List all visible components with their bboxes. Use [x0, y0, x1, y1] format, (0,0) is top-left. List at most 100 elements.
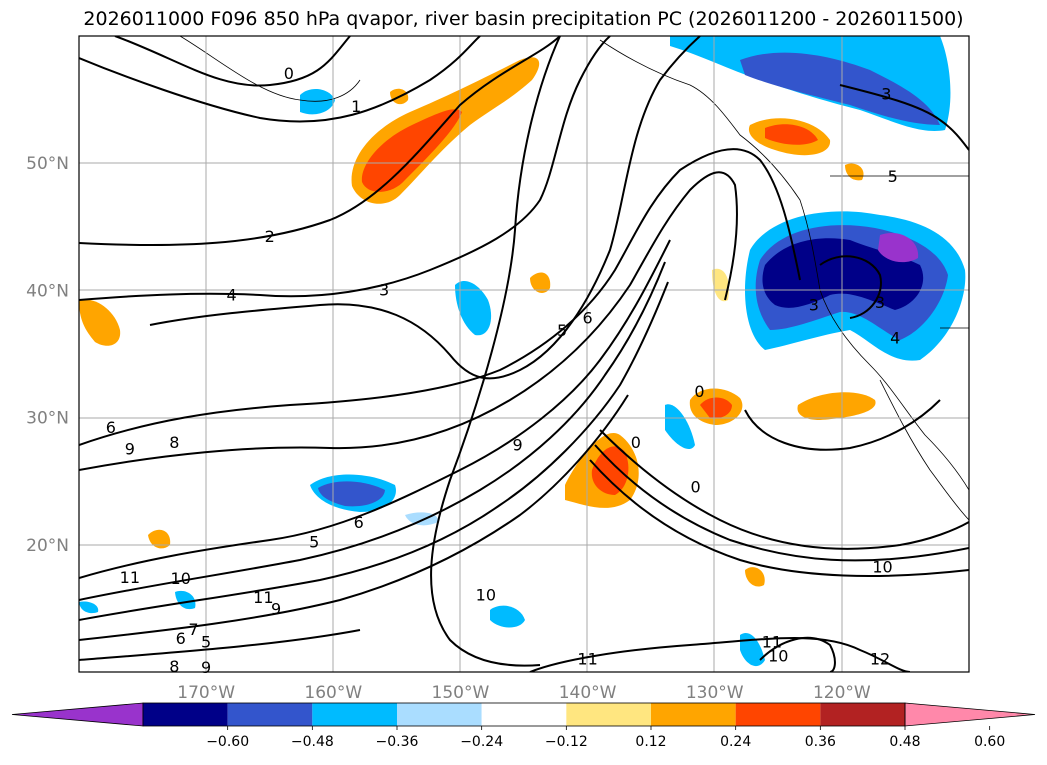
colorbar-extend-max — [904, 702, 1036, 727]
lat-tick-label: 20°N — [26, 536, 69, 556]
contour-label: 4 — [890, 329, 900, 348]
contour-label: 5 — [309, 532, 319, 551]
shade-negative-mid — [455, 280, 492, 336]
contour-line — [79, 239, 671, 579]
colorbar-tick-label: 0.24 — [720, 734, 751, 750]
contour-label: 10 — [872, 558, 892, 577]
contour-label: 0 — [631, 433, 641, 452]
colorbar-tick-label: −0.60 — [206, 734, 249, 750]
contour-label: 5 — [201, 633, 211, 652]
contour-label: 6 — [354, 513, 364, 532]
contour-line — [594, 444, 969, 562]
shade-positive-small-2 — [530, 272, 551, 293]
lon-tick-label: 150°W — [432, 683, 490, 703]
contour-label: 11 — [762, 633, 782, 652]
contour-line — [529, 637, 911, 672]
coastline-alaska — [179, 36, 361, 102]
lon-tick-label: 140°W — [559, 683, 617, 703]
shade-positive-small-5 — [712, 268, 729, 302]
contour-label: 2 — [265, 227, 275, 246]
contour-line — [79, 261, 666, 601]
shade-positive-jet-core — [591, 446, 629, 495]
contour-label: 3 — [875, 293, 885, 312]
contour-label: 0 — [691, 478, 701, 497]
contour-label: 6 — [106, 418, 116, 437]
colorbar-segment — [651, 703, 736, 726]
shade-negative-west-coast-core — [762, 238, 924, 310]
colorbar-segment — [566, 703, 651, 726]
colorbar-segment — [820, 703, 905, 726]
contour-label: 5 — [888, 167, 898, 186]
colorbar-tick-label: 0.60 — [974, 734, 1005, 750]
contour-line — [589, 459, 969, 577]
longitude-axis: 170°W 160°W 150°W 140°W 130°W 120°W — [177, 683, 871, 703]
contour-line — [839, 84, 969, 151]
shade-negative-small-3 — [490, 605, 525, 628]
gridlines — [79, 36, 969, 672]
contour-label: 10 — [768, 647, 788, 666]
contour-label: 4 — [226, 285, 236, 304]
shade-negative-north-core — [740, 52, 940, 125]
coastline-baja — [879, 379, 969, 521]
contour-line — [114, 36, 351, 87]
contour-line — [79, 281, 669, 621]
colorbar-segment — [481, 703, 567, 726]
colorbar-outline — [142, 702, 906, 727]
contour-label: 6 — [582, 308, 592, 327]
contour-label: 5 — [557, 321, 567, 340]
contour-label: 12 — [870, 649, 890, 668]
contour-label: 9 — [125, 439, 135, 458]
contour-label: 8 — [169, 657, 179, 676]
colorbar-tick-label: −0.36 — [376, 734, 419, 750]
contour-label: 11 — [253, 588, 273, 607]
colorbar-segment — [227, 703, 313, 726]
contour-label: 0 — [694, 382, 704, 401]
colorbar-segment — [143, 703, 228, 726]
contour-line — [79, 171, 738, 471]
latitude-axis: 20°N 30°N 40°N 50°N — [26, 154, 69, 556]
contour-line — [79, 629, 361, 661]
colorbar-segment — [312, 703, 397, 726]
shade-negative-west-coast-purple — [878, 232, 919, 263]
contour-line — [79, 36, 481, 123]
colorbar-tick-label: 0.36 — [805, 734, 836, 750]
contour-label: 3 — [881, 85, 891, 104]
chart-title: 2026011000 F096 850 hPa qvapor, river ba… — [83, 8, 964, 30]
contour-label: 3 — [809, 296, 819, 315]
lon-tick-label: 120°W — [813, 683, 871, 703]
colorbar-tick-label: −0.48 — [291, 734, 334, 750]
shade-negative-small-5 — [175, 590, 196, 610]
contour-label: 11 — [120, 568, 140, 587]
colorbar-extend-min — [11, 702, 144, 727]
contour-line — [79, 148, 801, 446]
contour-label: 3 — [379, 280, 389, 299]
contour-label: 1 — [351, 97, 361, 116]
contour-label: 10 — [171, 569, 191, 588]
shade-negative-small-2 — [665, 404, 695, 450]
shade-negative-central-core — [318, 481, 385, 507]
lat-tick-label: 40°N — [26, 281, 69, 301]
contour-line — [599, 429, 969, 550]
contour-label: 9 — [513, 436, 523, 455]
lat-tick-label: 30°N — [26, 409, 69, 429]
colorbar-segment — [735, 703, 821, 726]
lon-tick-label: 170°W — [177, 683, 235, 703]
contour-line — [79, 36, 611, 301]
contour-label: 9 — [271, 600, 281, 619]
colorbar-tick-label: 0.12 — [635, 734, 666, 750]
shade-positive-small-4 — [148, 529, 171, 549]
contour-line — [744, 399, 941, 451]
contour-label: 0 — [284, 64, 294, 83]
shade-positive-nw — [79, 299, 121, 346]
shade-positive-east-core — [700, 397, 732, 419]
shade-positive-small-3 — [745, 567, 765, 587]
qvapor-contours — [79, 36, 969, 672]
lat-tick-label: 50°N — [26, 154, 69, 174]
lon-tick-label: 130°W — [686, 683, 744, 703]
colorbar-tick-label: −0.24 — [460, 734, 503, 750]
contour-line — [149, 36, 701, 380]
shade-positive-southeast — [797, 392, 876, 420]
contour-line — [819, 255, 882, 319]
